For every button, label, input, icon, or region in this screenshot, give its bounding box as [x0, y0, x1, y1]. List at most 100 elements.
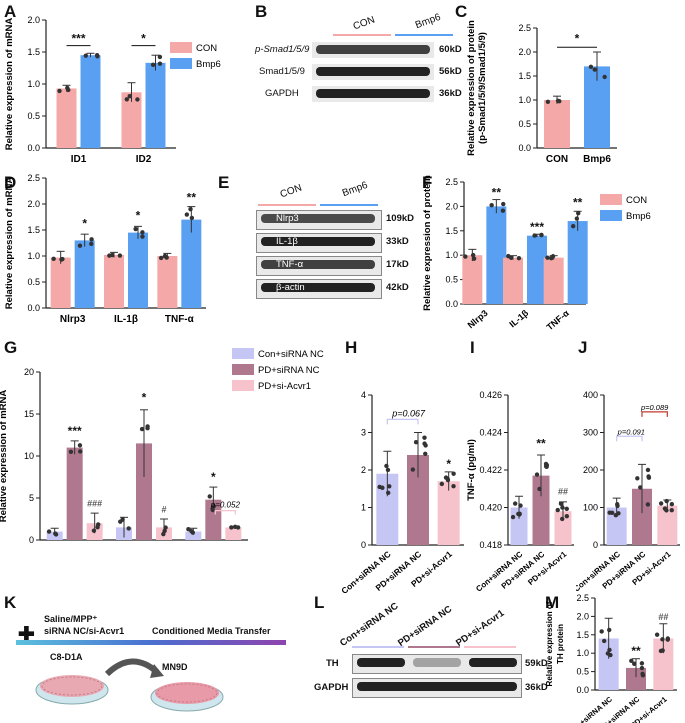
treatment-label-1: Saline/MPP⁺ [44, 614, 98, 624]
bar [527, 235, 547, 304]
blot-b-row-3: GAPDH 36kD [255, 86, 462, 104]
legend-label: PD+si-Acvr1 [258, 381, 311, 392]
significance-label: ** [631, 644, 641, 658]
data-point [564, 513, 570, 519]
data-point [615, 502, 620, 507]
bar [653, 638, 674, 690]
y-axis-label: TNF-α (pg/ml) [466, 439, 477, 501]
p-value-label: p=0.091 [617, 427, 645, 436]
chart-panel-a: 0.0 0.5 1.0 1.5 2.0 Relative expression of mR… [4, 15, 221, 165]
timeline-bar [16, 640, 286, 645]
blot-b-strip [312, 42, 434, 58]
p-bracket [386, 418, 419, 425]
panel-letter-d: D [4, 173, 17, 192]
panel-letter-c: C [455, 2, 468, 21]
data-point [211, 504, 216, 509]
y-tick-label: 1.5 [576, 630, 589, 640]
significance-label: * [575, 31, 580, 45]
y-tick-label: 1.0 [576, 648, 589, 658]
bar [554, 511, 572, 545]
significance-label: ### [87, 498, 102, 508]
y-tick-label: 0.424 [479, 428, 502, 438]
y-tick-label: 0.0 [576, 685, 589, 695]
bar [56, 88, 77, 148]
y-tick-label: 2.5 [576, 593, 589, 603]
blot-b-row-label: Smad1/5/9 [259, 66, 305, 77]
p-bracket [641, 411, 668, 417]
significance-label: ** [492, 186, 502, 200]
data-point [607, 627, 612, 633]
x-tick-label: PD+si-Acvr1 [526, 549, 568, 587]
data-point [613, 512, 619, 518]
blot-b-bmp6-line [395, 34, 453, 36]
y-tick-label: 3 [361, 428, 366, 438]
y-tick-label: 1.0 [445, 250, 458, 260]
data-point [669, 501, 675, 507]
blot-e-row-1: Nlrp3 109kD [218, 210, 423, 230]
legend-label: Bmp6 [626, 211, 651, 222]
data-point [91, 528, 97, 533]
y-tick-label: 0.5 [27, 111, 40, 121]
blot-l-lane-line [408, 646, 460, 648]
y-tick-label: 2.0 [518, 47, 531, 57]
blot-b-row-kd: 56kD [439, 66, 462, 77]
panel-letter-b: B [255, 2, 268, 21]
data-point [150, 62, 156, 68]
legend-label: Bmp6 [196, 59, 221, 70]
blot-l-lane-label: PD+si-Acvr1 [454, 607, 507, 650]
significance-label: ** [573, 195, 583, 209]
data-point [545, 99, 551, 104]
panel-letter-j: J [578, 338, 588, 357]
data-point [439, 481, 445, 487]
chart-panel-m: 0.0 0.5 1.0 1.5 2.0 2.5 Relative expression of… [545, 593, 677, 723]
bar [74, 240, 95, 308]
legend-swatch [170, 42, 192, 53]
bar [225, 527, 242, 540]
x-tick-label: IL-1β [507, 308, 530, 330]
blot-b-strip [312, 64, 434, 80]
data-point [640, 673, 646, 678]
chart-panel-f: 0.0 0.5 1.0 1.5 2.0 2.5 Relative expression of… [422, 175, 651, 332]
blot-e-row-label: IL-1β [276, 236, 298, 247]
y-axis-label: (p-Smad1/5/9/Smad1/5/9) [477, 32, 488, 144]
y-tick-label: 10 [24, 451, 34, 461]
legend-label: CON [196, 43, 217, 54]
blot-l-lane-line [464, 646, 516, 648]
y-tick-label: 1.5 [27, 47, 40, 57]
data-point [127, 93, 132, 99]
significance-label: * [211, 470, 216, 484]
data-point [422, 441, 427, 446]
blot-e-row-kd: 17kD [386, 259, 409, 270]
bar [181, 219, 202, 308]
data-point [423, 451, 428, 456]
blot-b-row-2: Smad1/5/9 56kD [255, 64, 462, 82]
significance-label: # [161, 504, 166, 514]
x-tick-label: CON [546, 154, 568, 165]
bar [80, 55, 101, 149]
blot-l-strip [352, 678, 522, 698]
chart-panel-j: 0100200300400IL-6 (pg/ml)Con+siRNA NCPD+… [576, 390, 680, 593]
cell-label-c8: C8-D1A [50, 652, 83, 662]
data-point [534, 472, 540, 477]
blot-e-con-line [258, 204, 316, 206]
data-point [210, 507, 215, 513]
y-axis-label: Relative expression of protein [422, 175, 433, 311]
bar [128, 232, 148, 308]
data-point [95, 525, 100, 530]
data-point [126, 526, 131, 531]
p-value-label: p=0.052 [210, 501, 241, 510]
y-tick-label: 2.0 [27, 199, 40, 209]
data-point [384, 463, 389, 469]
y-tick-label: 400 [583, 390, 598, 400]
significance-label: * [136, 209, 141, 223]
data-point [66, 87, 71, 93]
blot-e-row-kd: 33kD [386, 236, 409, 247]
blot-e-row-label: TNF-α [276, 259, 304, 270]
significance-label: ** [536, 437, 546, 451]
y-tick-label: 100 [583, 503, 598, 513]
blot-b-con-label: CON [351, 14, 377, 33]
blot-l-strip [352, 654, 522, 674]
y-tick-label: 300 [583, 428, 598, 438]
data-point [77, 243, 83, 248]
